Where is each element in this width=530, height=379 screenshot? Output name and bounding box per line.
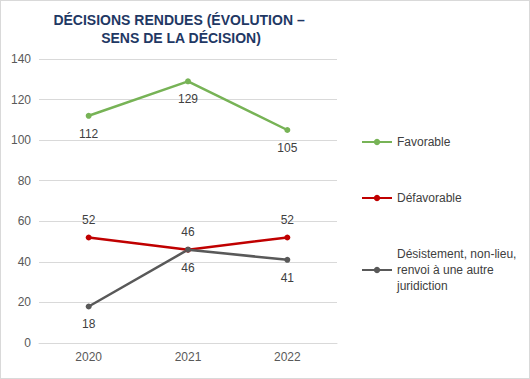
svg-text:DÉCISIONS RENDUES (ÉVOLUTION –: DÉCISIONS RENDUES (ÉVOLUTION – <box>53 12 308 28</box>
svg-text:46: 46 <box>181 225 195 239</box>
svg-text:Favorable: Favorable <box>397 135 451 149</box>
svg-text:129: 129 <box>178 92 198 106</box>
svg-text:renvoi à une autre: renvoi à une autre <box>397 263 497 277</box>
svg-text:52: 52 <box>281 213 295 227</box>
svg-text:52: 52 <box>82 213 96 227</box>
svg-text:18: 18 <box>82 317 96 331</box>
svg-text:0: 0 <box>24 336 31 350</box>
svg-text:60: 60 <box>18 214 32 228</box>
svg-text:140: 140 <box>11 52 31 66</box>
svg-text:105: 105 <box>277 141 297 155</box>
svg-text:SENS DE LA DÉCISION): SENS DE LA DÉCISION) <box>101 30 261 46</box>
svg-text:Défavorable: Défavorable <box>397 191 462 205</box>
svg-text:Désistement, non-lieu,: Désistement, non-lieu, <box>397 247 520 261</box>
svg-text:20: 20 <box>18 295 32 309</box>
svg-text:100: 100 <box>11 133 31 147</box>
svg-text:2022: 2022 <box>274 350 301 364</box>
svg-text:46: 46 <box>181 261 195 275</box>
svg-text:80: 80 <box>18 174 32 188</box>
svg-text:41: 41 <box>281 271 295 285</box>
svg-text:2020: 2020 <box>75 350 102 364</box>
svg-text:112: 112 <box>79 127 98 141</box>
svg-text:juridiction: juridiction <box>396 279 448 293</box>
svg-text:120: 120 <box>11 93 31 107</box>
svg-text:2021: 2021 <box>175 350 202 364</box>
svg-text:40: 40 <box>18 255 32 269</box>
